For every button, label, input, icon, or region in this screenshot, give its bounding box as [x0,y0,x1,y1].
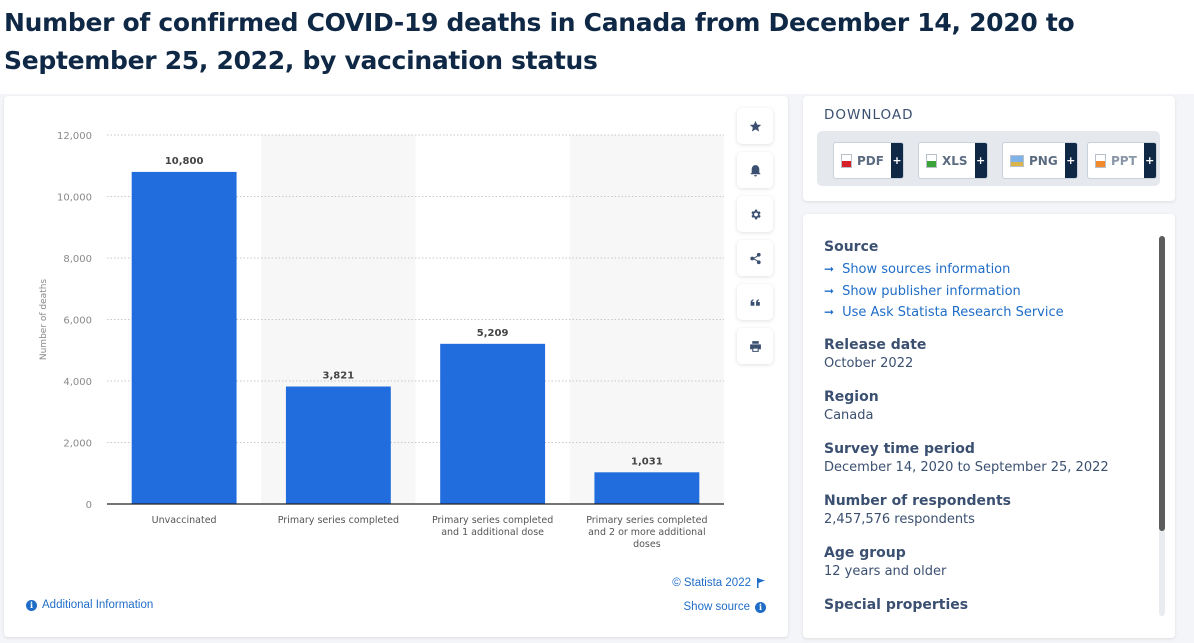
y-tick-label: 0 [86,500,92,511]
favorite-button[interactable] [737,108,773,144]
plus-icon: + [890,143,903,178]
region-label: Region [824,388,879,405]
y-axis-label: Number of deaths [39,279,49,361]
additional-information-label: Additional Information [42,599,154,611]
ppt-label: PPT [1111,153,1137,168]
info-icon: i [755,601,766,613]
flag-icon [757,578,765,588]
source-label: Source [824,239,879,255]
release-date-value: October 2022 [824,355,914,371]
y-tick-label: 6,000 [63,316,92,327]
ppt-file-icon [1095,153,1106,168]
survey-period-label: Survey time period [824,440,975,457]
download-png-button[interactable]: PNG + [1002,142,1078,179]
show-publisher-link[interactable]: ➞ Show publisher information [824,281,1144,303]
arrow-right-icon: ➞ [824,262,835,276]
y-tick-label: 8,000 [63,254,92,265]
scrollbar[interactable] [1159,236,1165,616]
age-group-value: 12 years and older [824,563,947,579]
bar [285,386,391,504]
title-background [0,0,1194,94]
xls-file-icon [926,153,937,168]
additional-information-link[interactable]: i Additional Information [26,599,153,611]
download-panel: DOWNLOAD PDF + XLS + PNG + PPT + [803,96,1175,201]
share-icon [749,252,761,264]
show-sources-link[interactable]: ➞ Show sources information [824,259,1144,281]
download-xls-button[interactable]: XLS + [918,142,988,179]
copyright-text: © Statista 2022 [672,577,751,589]
download-ppt-button[interactable]: PPT + [1087,142,1157,179]
arrow-right-icon: ➞ [824,283,835,298]
y-tick-label: 2,000 [63,439,92,450]
share-button[interactable] [737,240,773,276]
download-title: DOWNLOAD [824,107,914,123]
bar [594,472,700,504]
xls-label: XLS [942,153,968,168]
png-image-icon [1010,154,1024,167]
details-scroll-area: Source ➞ Show sources information ➞ Show p… [824,238,1144,618]
settings-button[interactable] [737,196,773,232]
scrollbar-thumb[interactable] [1159,236,1165,531]
link-label: Show publisher information [842,283,1021,299]
copyright: © Statista 2022 [672,577,766,589]
star-icon [749,120,761,132]
x-tick-label: Unvaccinated [152,515,217,526]
x-tick-label: Primary series completed [432,515,553,526]
y-tick-label: 12,000 [57,131,92,142]
page-title: Number of confirmed COVID-19 deaths in C… [4,8,1075,75]
show-source-label: Show source [683,601,750,613]
bar-value-label: 1,031 [631,456,663,467]
link-label: Use Ask Statista Research Service [842,305,1064,320]
download-pdf-button[interactable]: PDF + [833,142,904,179]
bar-value-label: 10,800 [165,156,204,167]
gear-icon [750,209,761,219]
bar [131,171,237,504]
x-tick-label: Primary series completed [586,515,707,526]
statistic-details-panel: Source ➞ Show sources information ➞ Show p… [803,214,1175,638]
y-tick-label: 4,000 [63,377,92,388]
show-source-link[interactable]: Show source i [684,601,766,613]
print-button[interactable] [737,328,773,364]
bar-value-label: 5,209 [477,328,509,339]
pdf-file-icon [841,153,852,168]
region-value: Canada [824,407,874,423]
cite-button[interactable] [737,284,773,320]
ask-statista-link[interactable]: ➞ Use Ask Statista Research Service [824,302,1144,324]
x-tick-label: and 2 or more additional [588,527,706,538]
y-tick-label: 10,000 [57,193,92,204]
x-tick-label: doses [633,539,661,550]
respondents-value: 2,457,576 respondents [824,511,975,527]
x-tick-label: Primary series completed [278,515,399,526]
bell-icon [750,164,760,176]
bar-chart: 0 2,000 4,000 6,000 8,000 10,000 12,000 Number … [39,131,724,550]
png-label: PNG [1029,153,1058,168]
chart-card: 0 2,000 4,000 6,000 8,000 10,000 12,000 Number … [4,96,788,637]
plus-icon: + [1143,143,1156,178]
special-properties-label: Special properties [824,596,969,613]
bar [440,343,546,504]
release-date-label: Release date [824,336,927,353]
info-icon: i [26,599,37,611]
link-label: Show sources information [842,262,1011,277]
arrow-right-icon: ➞ [824,305,835,319]
notification-button[interactable] [737,152,773,188]
quote-icon [750,298,760,306]
printer-icon [749,340,761,352]
survey-period-value: December 14, 2020 to September 25, 2022 [824,459,1109,475]
age-group-label: Age group [824,544,906,561]
download-buttons: PDF + XLS + PNG + PPT + [817,131,1160,186]
respondents-label: Number of respondents [824,492,1011,509]
bar-value-label: 3,821 [323,371,355,382]
plus-icon: + [1064,143,1077,178]
pdf-label: PDF [857,153,884,168]
x-tick-label: and 1 additional dose [441,527,544,538]
plus-icon: + [974,143,987,178]
